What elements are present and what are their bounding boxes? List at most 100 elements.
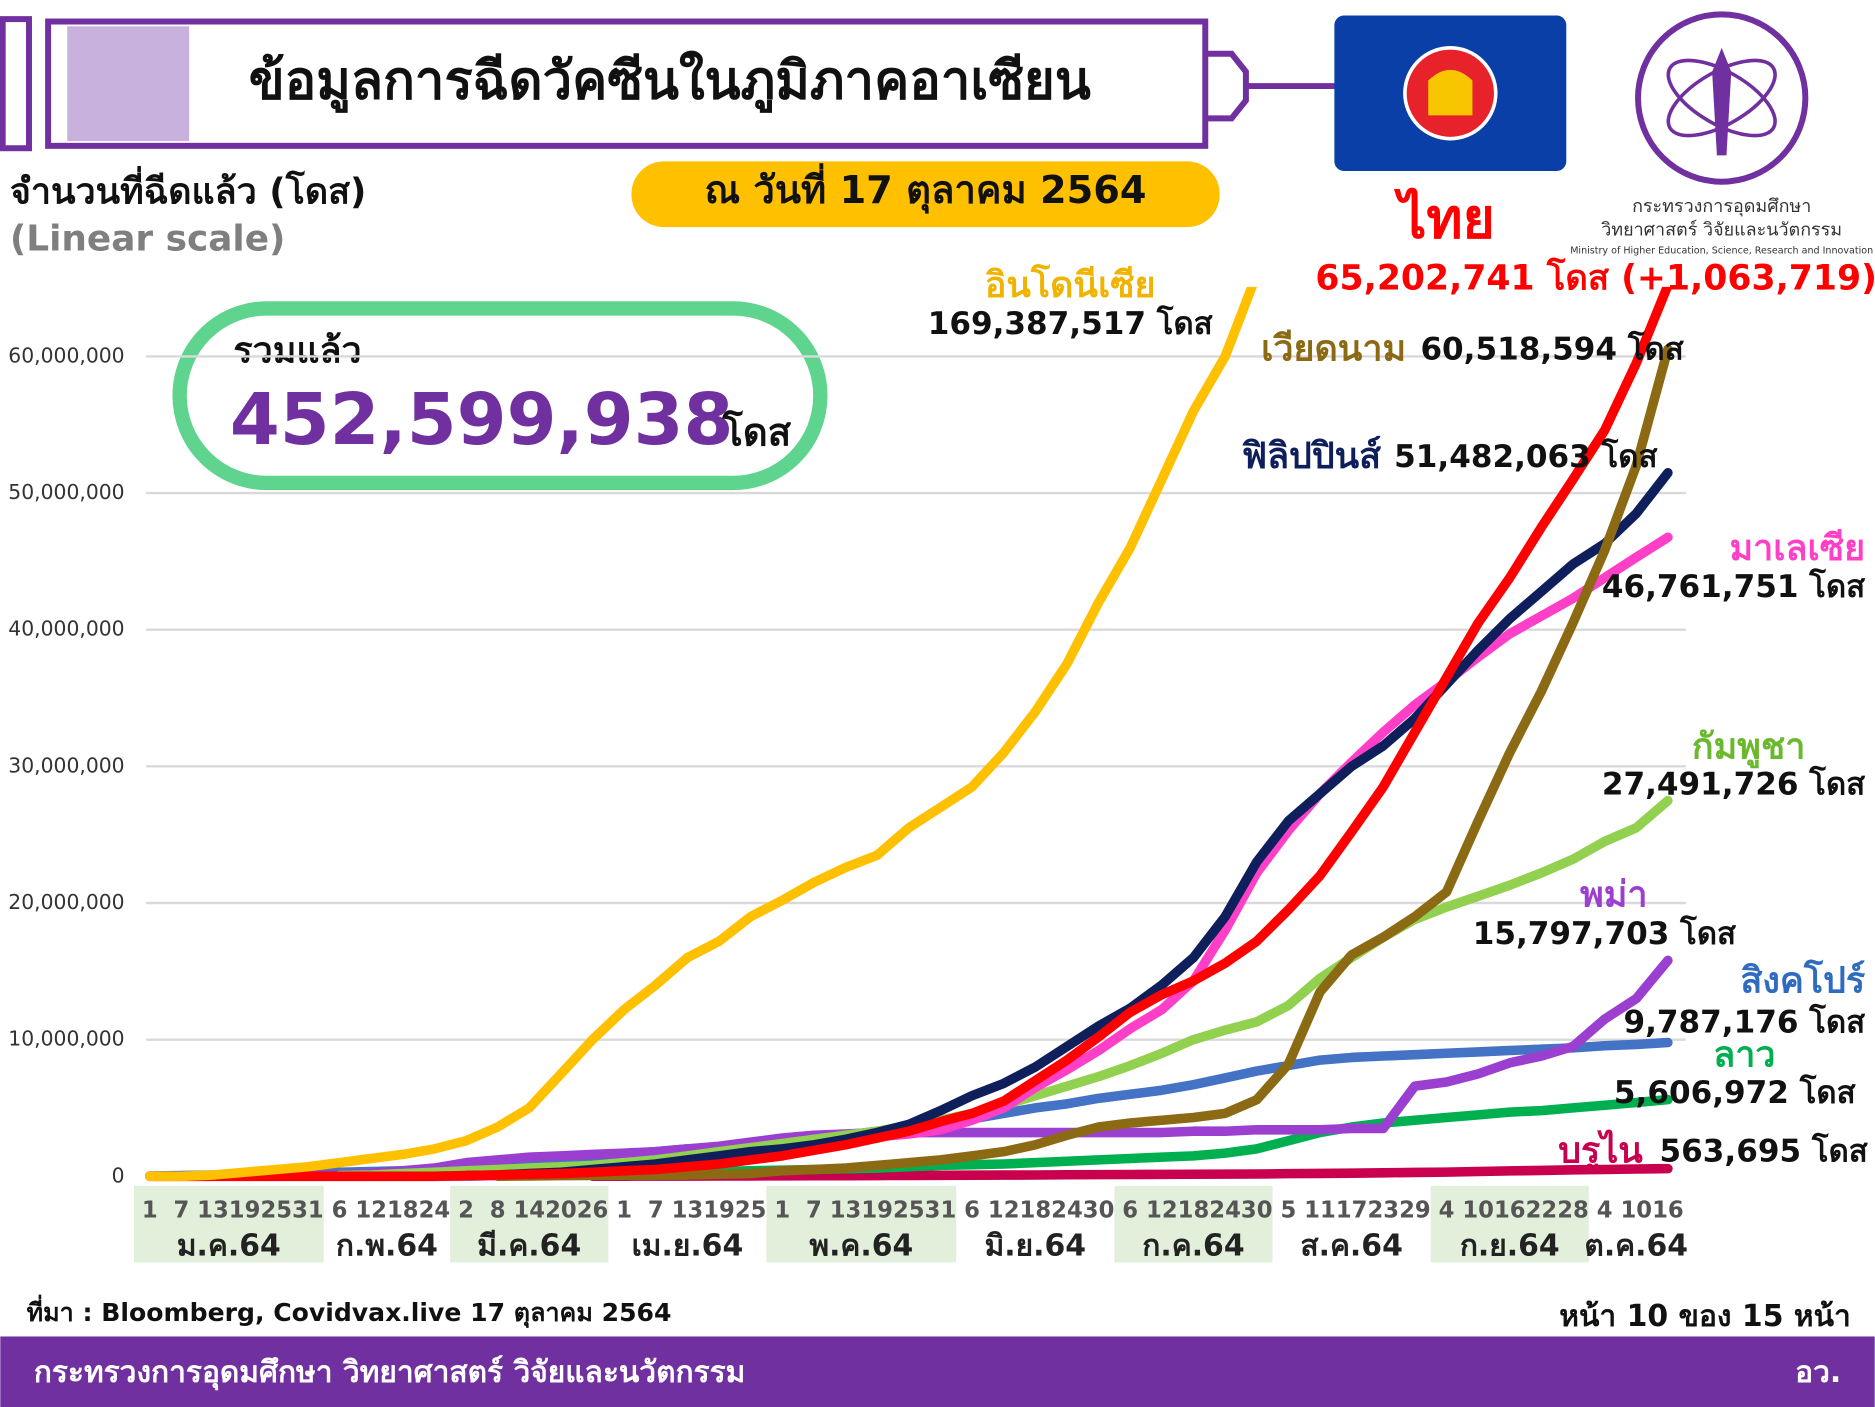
legend-name: ลาว [1713, 1035, 1775, 1076]
series-line [144, 286, 1258, 1182]
month-label: ม.ค.64 [177, 1228, 281, 1263]
x-tick-label: 1 [142, 1197, 158, 1223]
source: ที่มา : Bloomberg, Covidvax.live 17 ตุลา… [27, 1294, 672, 1329]
x-tick-label: 24 [1209, 1197, 1241, 1223]
total-label: 9,787,176 โดส [1623, 1002, 1865, 1040]
month-band [766, 1185, 957, 1263]
month-label: ก.ค.64 [1142, 1228, 1244, 1263]
x-tick-label: 11 [1304, 1197, 1336, 1223]
x-tick-label: 22 [1526, 1197, 1558, 1223]
month-band [1430, 1185, 1589, 1263]
x-tick-label: 10 [1620, 1197, 1652, 1223]
asean-flag [1334, 15, 1567, 171]
total-label: 5,606,972 โดส [1614, 1073, 1856, 1111]
month-label: ก.พ.64 [336, 1228, 438, 1263]
x-tick-label: 18 [1020, 1197, 1052, 1223]
x-tick-label: 14 [513, 1197, 545, 1223]
legend-name: สิงคโปร์ [1740, 959, 1865, 1002]
x-tick-label: 16 [1652, 1197, 1684, 1223]
scale-note: (Linear scale) [10, 218, 286, 259]
x-tick-label: 7 [173, 1197, 189, 1223]
month-label: มิ.ย.64 [985, 1228, 1086, 1263]
month-band [450, 1185, 609, 1263]
x-tick-label: 20 [545, 1197, 577, 1223]
x-tick-label: 7 [806, 1197, 822, 1223]
x-tick-label: 2 [458, 1197, 474, 1223]
x-tick-label: 12 [1146, 1197, 1178, 1223]
x-tick-label: 24 [1051, 1197, 1083, 1223]
logo-orbit [1666, 58, 1777, 138]
x-tick-label: 5 [1280, 1197, 1296, 1223]
month-label: เม.ย.64 [632, 1228, 744, 1263]
month-label: ก.ย.64 [1460, 1228, 1560, 1263]
total-unit: โดส [721, 410, 791, 456]
x-tick-label: 13 [830, 1197, 862, 1223]
x-tick-label: 6 [332, 1197, 348, 1223]
x-tick-label: 25 [893, 1197, 925, 1223]
ministry-name: วิทยาศาสตร์ วิจัยและนวัตกรรม [1601, 220, 1842, 241]
ministry-logo: กระทรวงการอุดมศึกษา วิทยาศาสตร์ วิจัยและ… [1570, 11, 1873, 257]
x-tick-label: 6 [1122, 1197, 1138, 1223]
date: ณ วันที่ 17 ตุลาคม 2564 [705, 163, 1147, 214]
x-tick-label: 18 [387, 1197, 419, 1223]
x-tick-label: 6 [964, 1197, 980, 1223]
flag-emblem [1428, 69, 1473, 116]
month-label: ต.ค.64 [1584, 1228, 1688, 1263]
x-tick-label: 4 [1597, 1197, 1613, 1223]
x-tick-label: 18 [1178, 1197, 1210, 1223]
legend-name: บรูไน [1558, 1128, 1643, 1172]
legend-name: ฟิลิปปินส์ [1242, 435, 1381, 477]
y-tick-label: 20,000,000 [8, 890, 124, 914]
x-tick-label: 12 [355, 1197, 387, 1223]
footer-abbrev: อว. [1795, 1355, 1841, 1390]
legend-name: อินโดนีเซีย [985, 263, 1156, 306]
series-line [271, 955, 1673, 1181]
y-tick-label: 50,000,000 [8, 480, 124, 504]
x-tick-label: 19 [703, 1197, 735, 1223]
total-label: 15,797,703 โดส [1473, 914, 1736, 952]
ministry-name-en: Ministry of Higher Education, Science, R… [1570, 246, 1873, 257]
series-line [144, 286, 1673, 1182]
total-value: 452,599,938 [230, 377, 734, 461]
total-label: 563,695 โดส [1660, 1131, 1868, 1169]
date-pill [631, 161, 1220, 228]
total-caption: รวมแล้ว [233, 331, 361, 372]
x-tick-label: 30 [1241, 1197, 1273, 1223]
x-tick-label: 13 [197, 1197, 229, 1223]
x-tick-label: 7 [648, 1197, 664, 1223]
title: ข้อมูลการฉีดวัคซีนในภูมิภาคอาเซียน [249, 49, 1091, 113]
y-tick-label: 0 [112, 1163, 125, 1187]
series-line [429, 532, 1673, 1181]
plunger [0, 16, 32, 152]
page-number: หน้า 10 ของ 15 หน้า [1559, 1299, 1851, 1334]
x-tick-label: 31 [292, 1197, 324, 1223]
x-tick-label: 19 [861, 1197, 893, 1223]
month-band [133, 1185, 324, 1263]
grid: 0 10,000,000 20,000,000 30,000,000 40,000,00… [8, 343, 1686, 1187]
total-label: 60,518,594 โดส [1420, 329, 1683, 367]
month-label: พ.ค.64 [809, 1228, 913, 1263]
total-box [172, 301, 828, 491]
barrel-fill [67, 26, 190, 142]
logo-orbit [1666, 58, 1777, 138]
total-label: 169,387,517 โดส [928, 304, 1213, 342]
x-tick-label: 17 [1336, 1197, 1368, 1223]
lines [144, 286, 1673, 1182]
y-tick-label: 40,000,000 [8, 617, 124, 641]
total-label: 46,761,751 โดส [1602, 567, 1865, 605]
legend-name: มาเลเซีย [1730, 528, 1866, 569]
barrel [45, 18, 1209, 149]
legend-name: กัมพูชา [1692, 726, 1805, 768]
x-tick-label: 10 [1462, 1197, 1494, 1223]
x-tick-label: 4 [1439, 1197, 1455, 1223]
x-tick-label: 13 [672, 1197, 704, 1223]
legend-name: ไทย [1394, 186, 1495, 250]
series-line [461, 468, 1673, 1181]
x-tick-label: 1 [774, 1197, 790, 1223]
x-tick-label: 12 [988, 1197, 1020, 1223]
ministry-name: กระทรวงการอุดมศึกษา [1632, 196, 1811, 217]
y-tick-label: 10,000,000 [8, 1027, 124, 1051]
total-label: 65,202,741 โดส (+1,063,719) [1315, 257, 1875, 299]
